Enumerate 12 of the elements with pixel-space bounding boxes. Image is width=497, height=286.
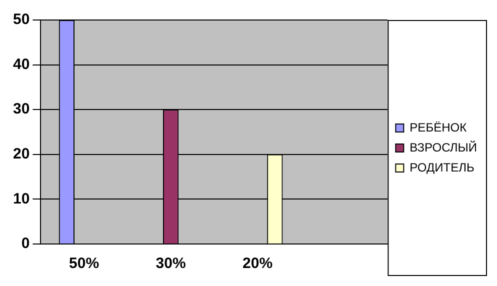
x-tick-label: 20% xyxy=(242,255,273,272)
x-tick-label: 50% xyxy=(69,255,100,272)
legend-label: ВЗРОСЛЫЙ xyxy=(410,140,478,154)
legend-label: РЕБЁНОК xyxy=(410,120,467,134)
y-tick-label: 10 xyxy=(12,190,30,208)
y-tick-label: 30 xyxy=(12,100,30,118)
x-tick-label: 30% xyxy=(156,255,186,272)
y-tick-label: 50 xyxy=(12,11,30,28)
y-tick-label: 20 xyxy=(12,146,30,163)
y-tick-label: 0 xyxy=(21,235,30,252)
y-tick-label: 40 xyxy=(12,56,30,73)
legend-label: РОДИТЕЛЬ xyxy=(410,160,474,174)
